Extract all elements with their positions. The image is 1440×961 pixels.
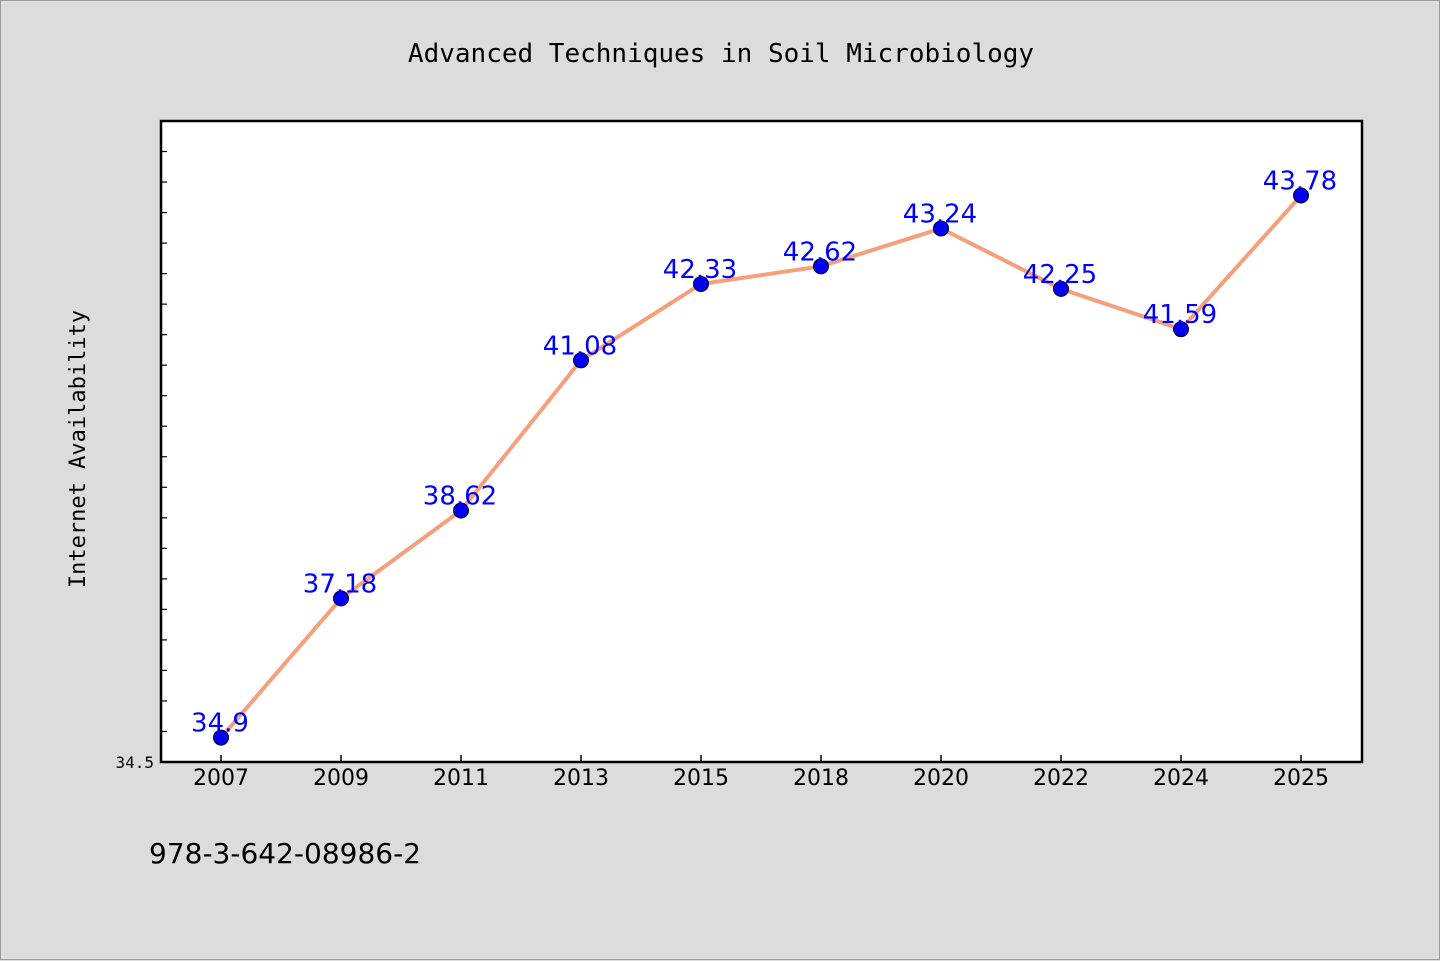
data-point [813,258,829,275]
y-axis-ticks: 34.5 [115,120,167,772]
chart-title: Advanced Techniques in Soil Microbiology [408,39,1034,69]
data-point [333,590,349,607]
data-label: 42.33 [663,255,737,285]
data-point [1173,321,1189,338]
data-label: 38.62 [423,481,497,511]
data-point [573,352,589,369]
data-point [453,502,469,519]
data-point [1053,280,1069,297]
data-label: 43.78 [1263,166,1337,196]
data-point [213,729,229,746]
x-tick-label: 2022 [1033,766,1089,791]
x-tick-label: 2018 [793,766,849,791]
data-label: 43.24 [903,199,977,229]
x-axis-ticks: 2007 2009 2011 2013 2015 2018 2020 2022 2024 2025 [193,755,1329,791]
x-tick-label: 2007 [193,766,249,791]
data-label: 41.59 [1143,300,1217,330]
y-tick-label: 34.5 [115,753,154,772]
plot-area [159,119,1364,764]
data-label: 34.9 [191,709,249,739]
x-tick-label: 2020 [913,766,969,791]
data-label: 41.08 [543,331,617,361]
footer-isbn: 978-3-642-08986-2 [149,837,421,870]
data-point [933,220,949,237]
series-layer [213,187,1309,746]
data-label: 42.62 [783,237,857,267]
data-label: 42.25 [1023,260,1097,290]
x-tick-label: 2013 [553,766,609,791]
data-point [1293,187,1309,204]
data-label-layer: 34.9 37.18 38.62 41.08 42.33 42.62 43.24 42.25 4… [191,166,1337,738]
data-point [693,275,709,292]
series-line [219,193,1303,740]
x-tick-label: 2015 [673,766,729,791]
x-tick-label: 2024 [1153,766,1209,791]
data-label: 37.18 [303,569,377,599]
x-tick-label: 2009 [313,766,369,791]
x-tick-label: 2025 [1273,766,1329,791]
y-axis-label: Internet Availability [66,310,91,588]
x-tick-label: 2011 [433,766,489,791]
